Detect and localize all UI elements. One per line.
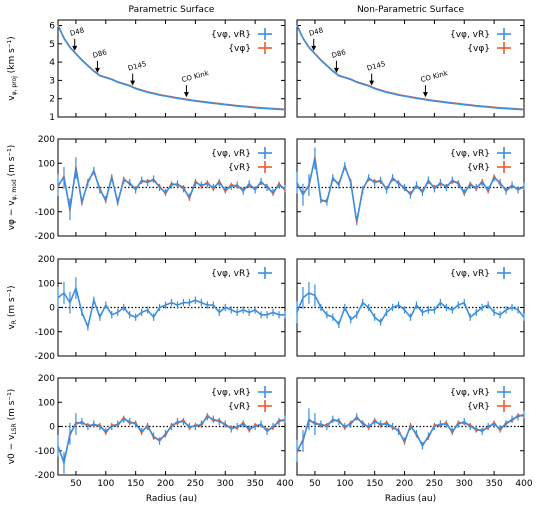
legend-label: {vφ, vR} (211, 30, 251, 40)
legend-label: {vφ, vR} (450, 388, 490, 398)
panel-vR-0: -200 -100 0 100 200 {vφ, vR} (35, 255, 286, 362)
legend-label: {vR} (228, 163, 251, 173)
annotation-label: D48 (69, 26, 85, 37)
y-tick-label: 100 (38, 398, 55, 408)
annotation-arrowhead (94, 67, 100, 73)
legend-label: {vφ, vR} (211, 269, 251, 279)
panel-v0-1: 50 100 150 200 250 300 350 400 {vφ, vR} {vR} Radiu… (296, 377, 533, 504)
series-line-blue (296, 158, 525, 222)
column-title: Parametric Surface (129, 5, 215, 15)
x-tick-label: 400 (515, 479, 532, 489)
column-title: Non-Parametric Surface (357, 5, 465, 15)
series-line-blue (296, 25, 525, 111)
y-tick-label: 6 (49, 21, 55, 31)
legend-label: {vφ, vR} (450, 269, 490, 279)
panel-v0-0: -200 -100 0 100 200 50 100 150 200 250 300 350 400 {v… (35, 374, 294, 504)
annotation-label: D86 (92, 48, 108, 60)
annotation-label: CO Kink (181, 69, 211, 84)
legend-label: {vR} (467, 402, 490, 412)
annotation-arrowhead (311, 45, 317, 51)
legend-label: {vφ, vR} (211, 149, 251, 159)
legend-label: {vR} (228, 402, 251, 412)
y-tick-label: 0 (49, 423, 55, 433)
y-tick-label: -200 (35, 232, 56, 242)
y-tick-label: 200 (38, 255, 55, 265)
annotation-label: D145 (366, 60, 386, 73)
x-tick-label: 300 (217, 479, 234, 489)
y-tick-label: 3 (49, 76, 55, 86)
y-tick-label: -100 (35, 447, 56, 457)
panel-frame (57, 19, 286, 118)
annotation-arrowhead (183, 92, 189, 98)
panel-vphi_proj-1: {vφ, vR} {vφ} D48 D86 D145 CO Kink (296, 19, 525, 118)
y-tick-label: 5 (49, 40, 55, 50)
y-tick-label: -200 (35, 352, 56, 362)
annotation-label: CO Kink (420, 69, 450, 84)
y-axis-label: vR (m s⁻¹) (7, 285, 18, 329)
x-tick-label: 150 (366, 479, 383, 489)
y-tick-label: 100 (38, 279, 55, 289)
x-tick-label: 50 (309, 479, 321, 489)
series-line-blue (296, 413, 525, 452)
x-tick-label: 300 (456, 479, 473, 489)
annotation-arrowhead (369, 80, 375, 86)
annotation-arrowhead (130, 80, 136, 86)
y-tick-label: -100 (35, 328, 56, 338)
x-tick-label: 350 (486, 479, 503, 489)
y-axis-label: vφ − vφ, mod (m s⁻¹) (7, 145, 18, 231)
series-line-blue (296, 292, 525, 327)
legend-label: {vφ} (467, 44, 490, 54)
x-tick-label: 200 (157, 479, 174, 489)
panel-vphi_resid-0: -200 -100 0 100 200 {vφ, vR} {vR} (35, 135, 286, 242)
series-line-blue (57, 415, 286, 466)
x-tick-label: 250 (426, 479, 443, 489)
y-axis-label: vφ, proj (km s⁻¹) (7, 36, 18, 100)
annotation-arrowhead (422, 92, 428, 98)
y-tick-label: 100 (38, 159, 55, 169)
series-line-blue (57, 285, 285, 330)
legend-label: {vφ} (228, 44, 251, 54)
x-tick-label: 350 (247, 479, 264, 489)
x-tick-label: 100 (336, 479, 353, 489)
panel-vR-1: {vφ, vR} (296, 258, 525, 357)
annotation-arrowhead (72, 45, 78, 51)
x-axis-label: Radius (au) (385, 494, 436, 504)
y-tick-label: 4 (49, 58, 55, 68)
legend-label: {vφ, vR} (211, 388, 251, 398)
panel-vphi_proj-0: 1 2 3 4 5 6 {vφ, vR} {vφ} D48 D86 D145 CO Kink (49, 19, 286, 123)
x-axis-label: Radius (au) (146, 494, 197, 504)
legend-label: {vR} (467, 163, 490, 173)
y-tick-label: 1 (49, 113, 55, 123)
x-tick-label: 200 (396, 479, 413, 489)
series-line-orange (57, 413, 286, 463)
y-tick-label: 0 (49, 304, 55, 314)
y-axis-label: v0 − vLSR (m s⁻¹) (7, 389, 18, 465)
y-tick-label: 200 (38, 374, 55, 384)
panel-vphi_resid-1: {vφ, vR} {vR} (296, 138, 525, 237)
x-tick-label: 150 (127, 479, 144, 489)
y-tick-label: -200 (35, 471, 56, 481)
series-line-blue (57, 25, 286, 111)
x-tick-label: 100 (97, 479, 114, 489)
x-tick-label: 50 (70, 479, 82, 489)
y-tick-label: 0 (49, 184, 55, 194)
y-tick-label: -100 (35, 208, 56, 218)
y-tick-label: 2 (49, 95, 55, 105)
annotation-label: D86 (331, 48, 347, 60)
legend-label: {vφ, vR} (450, 30, 490, 40)
annotation-arrowhead (333, 67, 339, 73)
panel-frame (296, 19, 525, 118)
annotation-label: D48 (308, 26, 324, 37)
x-tick-label: 400 (276, 479, 293, 489)
legend-label: {vφ, vR} (450, 149, 490, 159)
series-line-blue (57, 167, 286, 210)
y-tick-label: 200 (38, 135, 55, 145)
x-tick-label: 250 (187, 479, 204, 489)
annotation-label: D145 (127, 60, 147, 73)
